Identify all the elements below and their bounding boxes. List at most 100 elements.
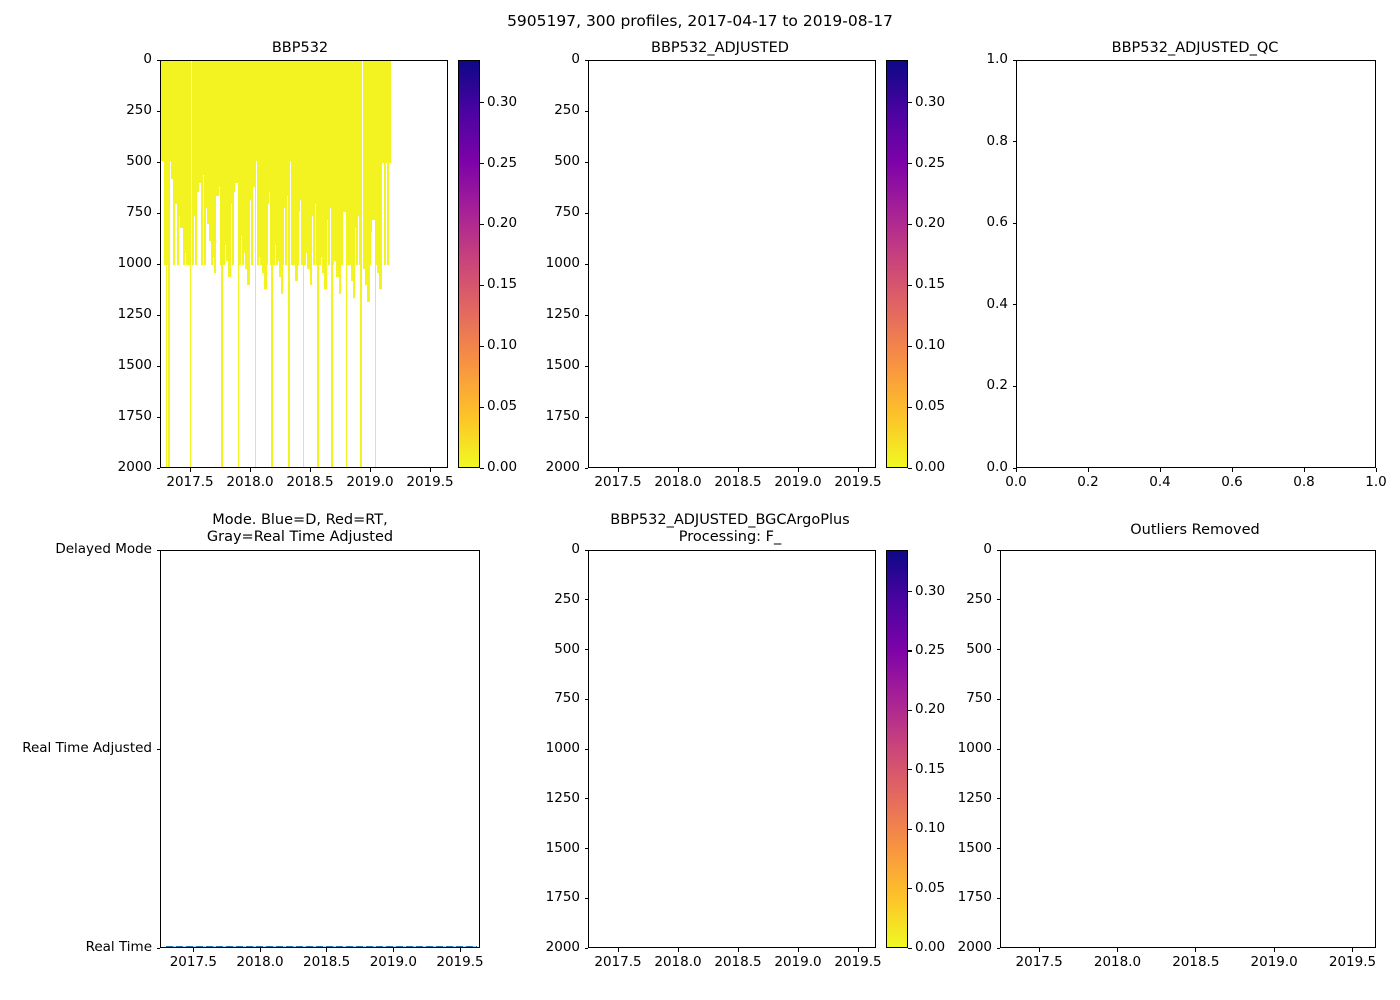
colorbar-tick-label: 0.25	[487, 154, 518, 171]
profile-trace	[374, 61, 377, 265]
axis-tick-label: Real Time Adjusted	[22, 740, 152, 756]
profile-trace	[216, 61, 220, 161]
colorbar-tick-label: 0.30	[915, 582, 946, 599]
profile-trace	[309, 61, 312, 265]
colorbar-tick	[908, 284, 912, 286]
tick-mark	[1012, 385, 1016, 387]
axis-tick-label: 0.8	[986, 132, 1008, 149]
axis-tick-label: 250	[966, 590, 992, 607]
axes-outliers-removed	[1000, 550, 1376, 948]
profile-trace	[225, 61, 229, 261]
profile-trace	[368, 61, 371, 265]
profile-trace	[302, 61, 305, 467]
profile-trace	[356, 61, 359, 265]
axis-tick-label: 2000	[545, 939, 580, 955]
profile-trace	[195, 61, 198, 265]
profile-trace	[241, 61, 244, 265]
axis-tick-label: 1250	[117, 306, 152, 322]
axis-tick-label: 0.0	[986, 459, 1008, 475]
tick-mark	[1087, 468, 1089, 472]
colorbar-tick	[480, 163, 484, 165]
axis-tick-label: 500	[126, 153, 152, 169]
tick-mark	[369, 468, 371, 472]
tick-mark	[156, 314, 160, 316]
tick-mark	[737, 468, 739, 472]
tick-mark	[156, 212, 160, 214]
axis-tick-label: 2019.5	[834, 954, 882, 970]
profile-trace	[322, 61, 325, 265]
axis-tick-label: 2000	[117, 459, 152, 475]
profile-trace	[331, 61, 334, 265]
axis-tick-label: 500	[554, 153, 580, 169]
profile-trace	[362, 61, 365, 270]
colorbar-tick	[908, 406, 912, 408]
axis-tick-label: 0.8	[1293, 474, 1315, 490]
tick-mark	[584, 599, 588, 601]
profile-trace	[314, 61, 317, 204]
colorbar-tick	[908, 888, 912, 890]
profile-trace	[179, 61, 183, 161]
profile-trace	[229, 61, 232, 265]
axis-tick-label: 2018.0	[226, 474, 274, 490]
profile-trace	[337, 61, 340, 265]
profile-trace	[297, 61, 300, 265]
axis-tick-label: 2018.5	[1172, 954, 1220, 970]
profile-trace	[345, 61, 348, 467]
colorbar-gradient	[887, 61, 907, 467]
axis-tick-label: 0	[571, 541, 580, 557]
colorbar-tick	[908, 102, 912, 104]
mode-realtime-line	[166, 945, 477, 947]
profile-trace	[343, 61, 347, 161]
profile-trace	[336, 61, 339, 278]
colorbar-tick-label: 0.10	[915, 820, 946, 837]
axis-tick-label: 2018.5	[286, 474, 334, 490]
profile-trace	[170, 61, 173, 161]
axis-tick-label: 250	[554, 102, 580, 118]
profile-trace	[232, 61, 235, 265]
tick-mark	[392, 948, 394, 952]
profile-trace	[306, 61, 309, 265]
axes-bbp532-adjusted-qc	[1016, 60, 1376, 468]
profile-trace	[271, 61, 273, 467]
profile-trace	[278, 61, 281, 265]
tick-mark	[156, 161, 160, 163]
axis-tick-label: 2018.0	[236, 954, 284, 970]
axis-tick-label: 250	[126, 102, 152, 118]
profile-trace	[285, 61, 288, 265]
axis-tick-label: 0.0	[1005, 474, 1027, 490]
axis-tick-label: 0.4	[986, 295, 1008, 312]
tick-mark	[996, 798, 1000, 800]
profile-trace	[210, 61, 213, 265]
axis-tick-label: 2018.5	[714, 474, 762, 490]
axis-tick-label: 0.2	[986, 377, 1008, 394]
profile-trace	[362, 61, 365, 161]
profile-trace	[275, 61, 278, 265]
axis-tick-label: 2017.5	[169, 954, 217, 970]
tick-mark	[996, 698, 1000, 700]
profile-trace	[378, 61, 381, 265]
colorbar-tick-label: 0.15	[487, 276, 518, 293]
colorbar-tick	[908, 709, 912, 711]
tick-mark	[156, 467, 160, 469]
profile-trace	[389, 61, 392, 163]
axis-tick-label: 2018.5	[303, 954, 351, 970]
profile-trace	[189, 61, 192, 467]
axis-tick-label: 1000	[545, 740, 580, 756]
tick-mark	[996, 947, 1000, 949]
axis-tick-label: 2019.0	[774, 954, 822, 970]
colorbar-tick	[908, 828, 912, 830]
axis-tick-label: 1250	[545, 789, 580, 806]
profile-trace	[219, 61, 222, 265]
axis-tick-label: 1750	[545, 408, 580, 424]
profile-trace	[338, 61, 341, 294]
tick-mark	[1012, 141, 1016, 143]
tick-mark	[192, 948, 194, 952]
tick-mark	[584, 798, 588, 800]
tick-mark	[1231, 468, 1233, 472]
profile-trace	[238, 61, 241, 265]
axes-title-bgcargoplus: BBP532_ADJUSTED_BGCArgoPlus Processing: …	[610, 512, 850, 545]
axis-tick-label: Real Time	[85, 939, 152, 955]
tick-mark	[996, 649, 1000, 651]
axis-tick-label: 2018.0	[1093, 954, 1142, 970]
